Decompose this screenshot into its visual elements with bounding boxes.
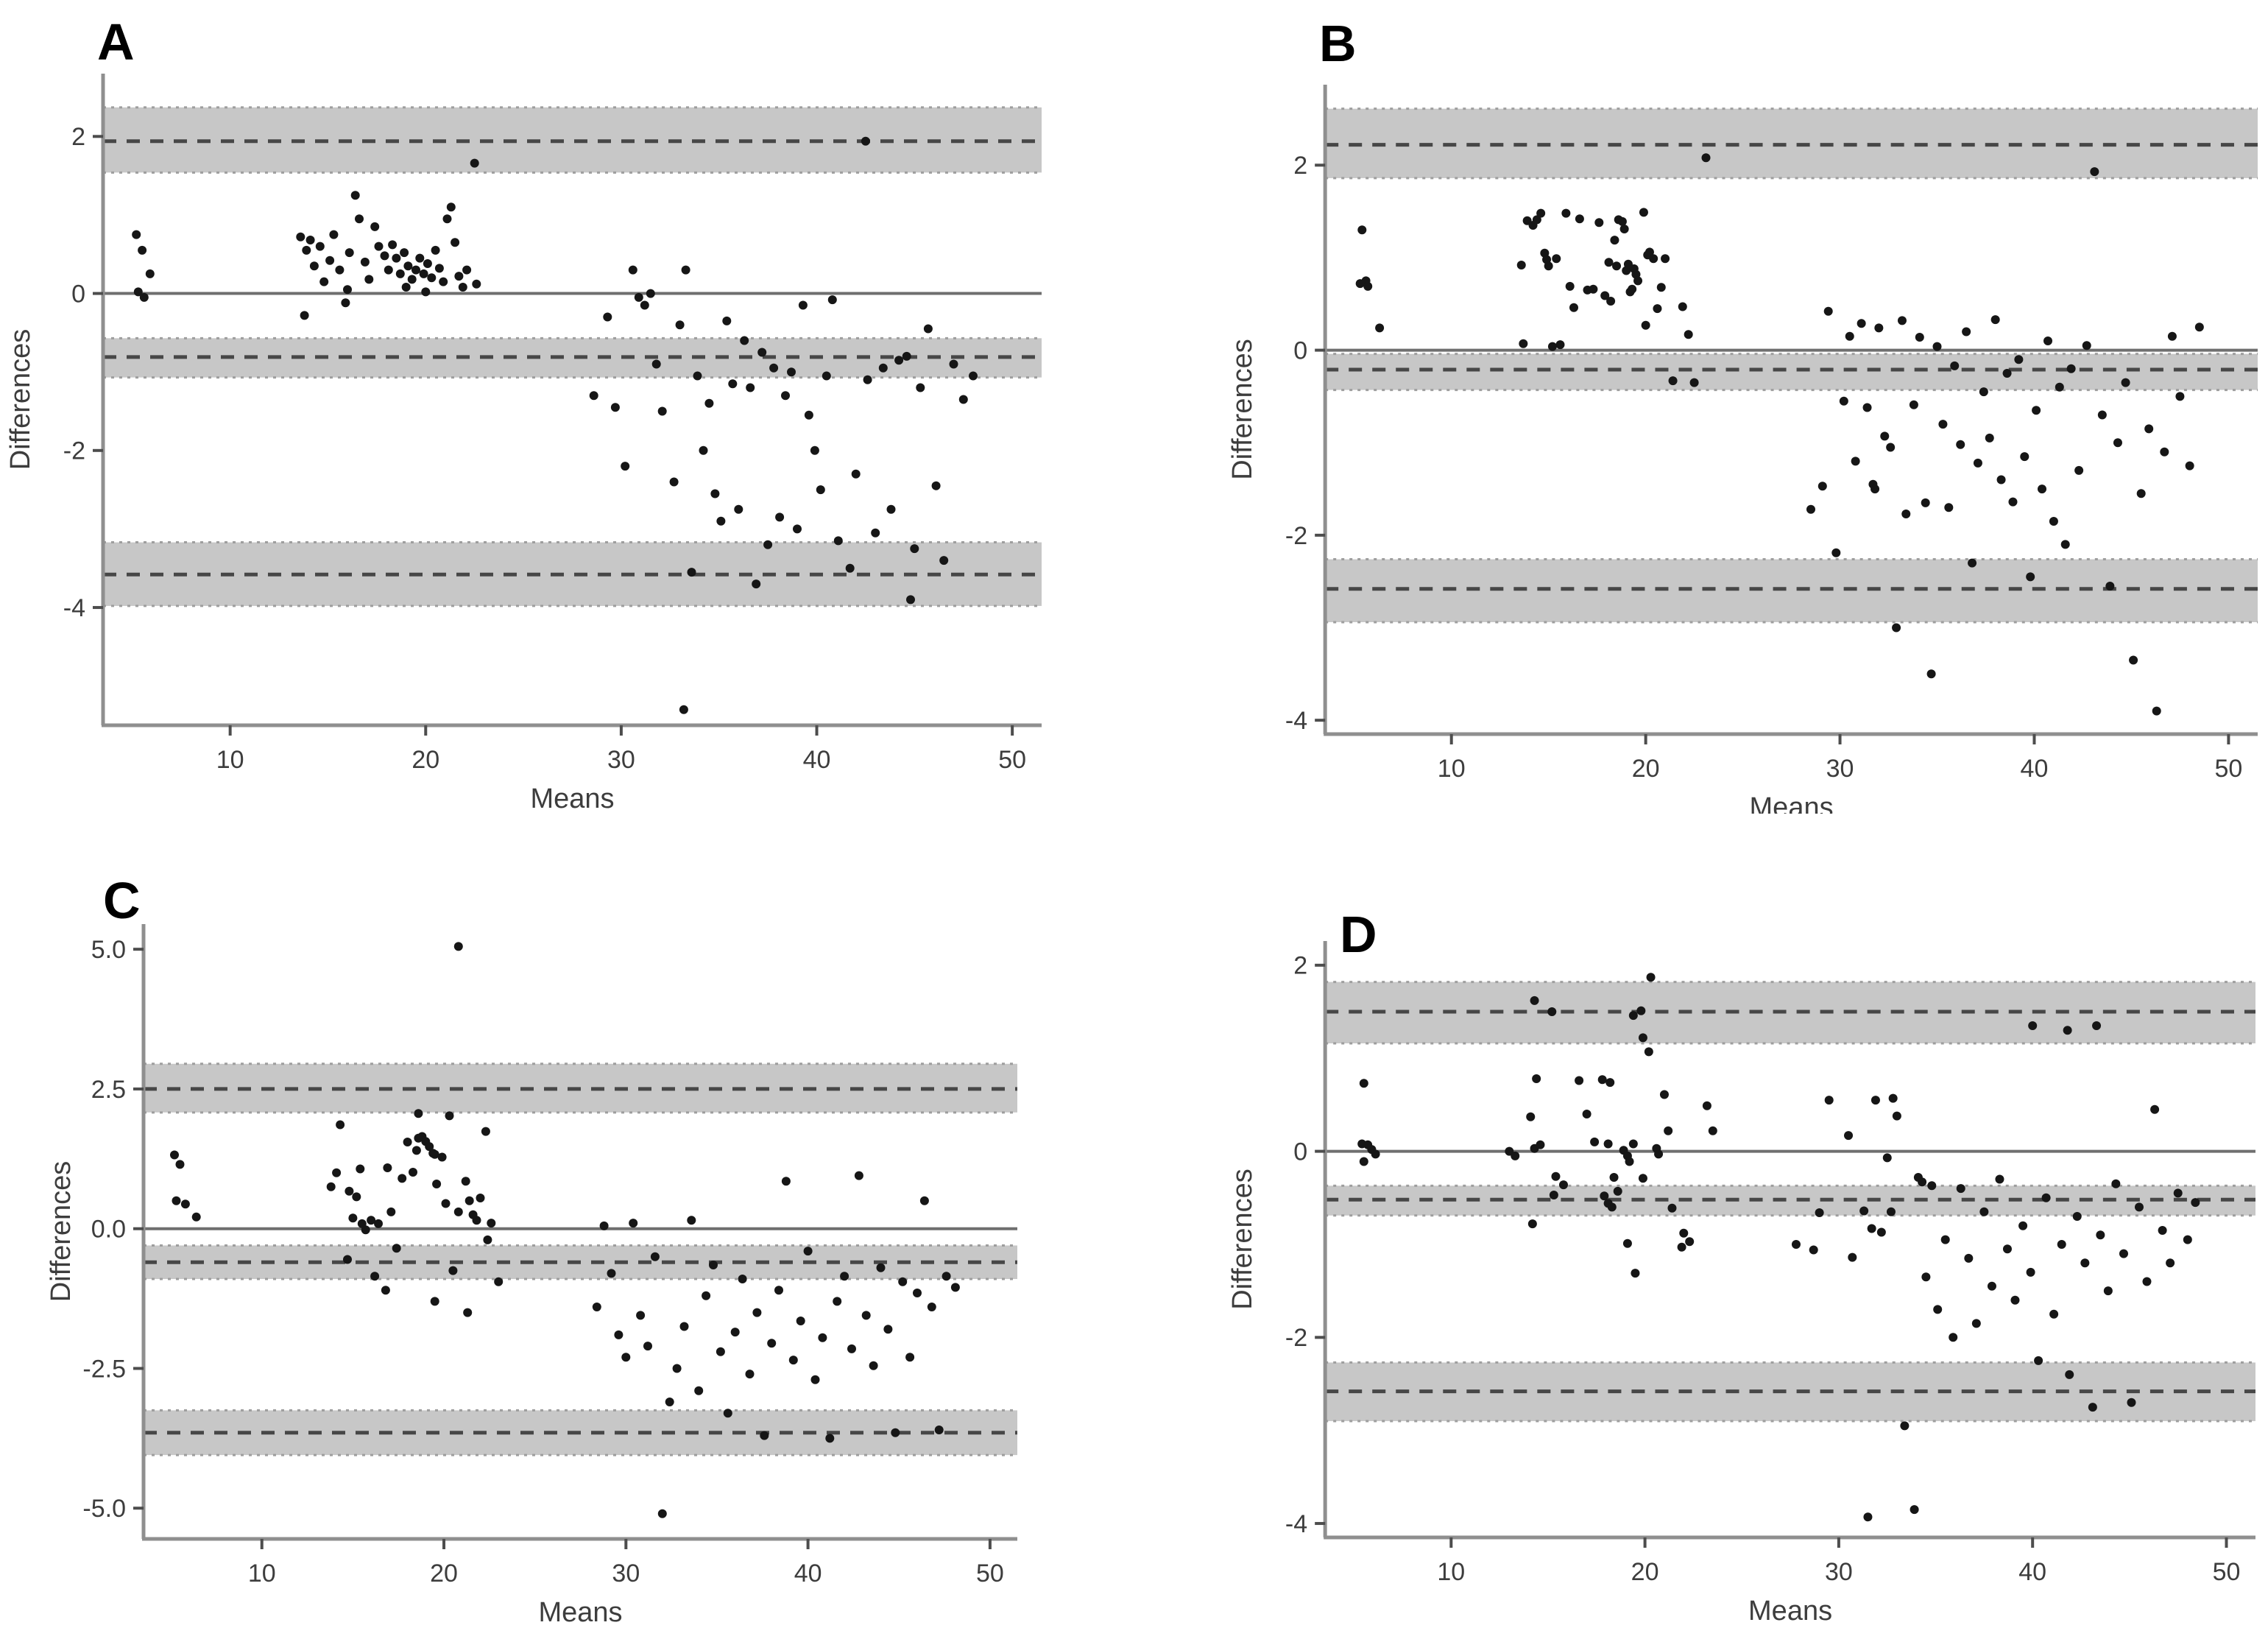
panel-b-letter: B: [1319, 15, 1357, 72]
x-axis-label: Means: [1750, 792, 1834, 814]
panel-b: B 2 0 -2 -4 10 20 30 40 50 Differences Means: [1134, 0, 2268, 814]
bias-band: [1325, 353, 2258, 392]
y-tick-label: 2.5: [91, 1076, 126, 1104]
y-axis-ticks: 5.0 2.5 0.0 -2.5 -5.0: [82, 936, 144, 1523]
scatter-points: [132, 136, 978, 714]
y-tick-label: -2: [1285, 522, 1307, 550]
lower-loa-band: [1325, 558, 2258, 624]
x-tick-label: 10: [1438, 755, 1466, 783]
y-tick-label: -4: [63, 594, 85, 622]
scatter-points: [170, 942, 960, 1518]
y-tick-label: 2: [71, 123, 85, 151]
y-tick-label: 2: [1293, 152, 1307, 180]
axes: [101, 74, 1042, 727]
y-tick-label: -2: [63, 437, 85, 465]
y-tick-label: -4: [1285, 707, 1307, 735]
x-tick-label: 30: [612, 1560, 640, 1588]
x-tick-label: 40: [794, 1560, 822, 1588]
panel-d-letter: D: [1340, 906, 1377, 963]
x-tick-label: 40: [2021, 755, 2049, 783]
y-tick-label: 0: [71, 280, 85, 308]
x-tick-label: 20: [1631, 1558, 1659, 1586]
x-axis-ticks: 10 20 30 40 50: [1437, 1537, 2240, 1586]
panel-c: C 5.0 2.5 0.0 -2.5 -5.0 10 20 30 40 50 Differences…: [0, 814, 1134, 1628]
x-tick-label: 50: [998, 746, 1026, 774]
axes: [141, 924, 1017, 1541]
bias-band: [144, 1244, 1017, 1280]
panel-a-letter: A: [97, 13, 135, 71]
x-tick-label: 10: [216, 746, 244, 774]
x-tick-label: 10: [248, 1560, 276, 1588]
x-tick-label: 20: [411, 746, 439, 774]
x-tick-label: 50: [2213, 1558, 2241, 1586]
panel-c-letter: C: [103, 872, 141, 929]
y-tick-label: -5.0: [82, 1495, 126, 1523]
y-axis-ticks: 2 0 -2 -4: [63, 123, 103, 622]
x-tick-label: 40: [2018, 1558, 2046, 1586]
x-tick-label: 10: [1437, 1558, 1465, 1586]
y-tick-label: 2: [1293, 952, 1307, 980]
upper-loa-band: [103, 106, 1042, 174]
x-tick-label: 20: [430, 1560, 458, 1588]
bias-band: [1325, 1184, 2255, 1217]
scatter-points: [1357, 973, 2200, 1522]
x-tick-label: 50: [976, 1560, 1004, 1588]
y-tick-label: 0.0: [91, 1216, 126, 1244]
y-tick-label: 0: [1293, 1138, 1307, 1166]
lower-loa-band: [1325, 1361, 2255, 1423]
x-tick-label: 30: [1826, 755, 1854, 783]
x-axis-ticks: 10 20 30 40 50: [1438, 734, 2242, 783]
y-tick-label: -4: [1285, 1510, 1307, 1538]
panel-a: A 2 0 -2 -4 10 20 30 40 50 Differences Means: [0, 0, 1134, 814]
x-axis-ticks: 10 20 30 40 50: [216, 725, 1026, 774]
y-tick-label: -2: [1285, 1324, 1307, 1352]
y-axis-label: Differences: [1227, 339, 1258, 479]
x-axis-label: Means: [538, 1597, 622, 1628]
axes: [1323, 941, 2255, 1540]
scatter-points: [1355, 153, 2204, 716]
x-axis-ticks: 10 20 30 40 50: [248, 1539, 1004, 1588]
panel-d: D 2 0 -2 -4 10 20 30 40 50 Differences Means: [1134, 814, 2268, 1628]
y-tick-label: 0: [1293, 336, 1307, 364]
y-axis-label: Differences: [1227, 1169, 1258, 1309]
upper-loa-band: [1325, 108, 2258, 180]
x-axis-label: Means: [530, 783, 614, 814]
panel-c-plot: 5.0 2.5 0.0 -2.5 -5.0 10 20 30 40 50 Differences Me…: [46, 924, 1017, 1628]
x-tick-label: 30: [1825, 1558, 1853, 1586]
y-axis-label: Differences: [46, 1161, 77, 1303]
y-tick-label: 5.0: [91, 936, 126, 964]
y-axis-ticks: 2 0 -2 -4: [1285, 152, 1326, 735]
lower-loa-band: [103, 541, 1042, 607]
y-tick-label: -2.5: [82, 1355, 126, 1383]
lower-loa-band: [144, 1409, 1017, 1456]
x-tick-label: 40: [803, 746, 831, 774]
x-axis-label: Means: [1748, 1596, 1832, 1627]
x-tick-label: 20: [1632, 755, 1660, 783]
y-axis-label: Differences: [5, 329, 36, 471]
upper-loa-band: [144, 1063, 1017, 1114]
axes: [1323, 85, 2258, 736]
upper-loa-band: [1325, 981, 2255, 1045]
x-tick-label: 50: [2214, 755, 2242, 783]
x-tick-label: 30: [607, 746, 635, 774]
y-axis-ticks: 2 0 -2 -4: [1285, 952, 1326, 1538]
